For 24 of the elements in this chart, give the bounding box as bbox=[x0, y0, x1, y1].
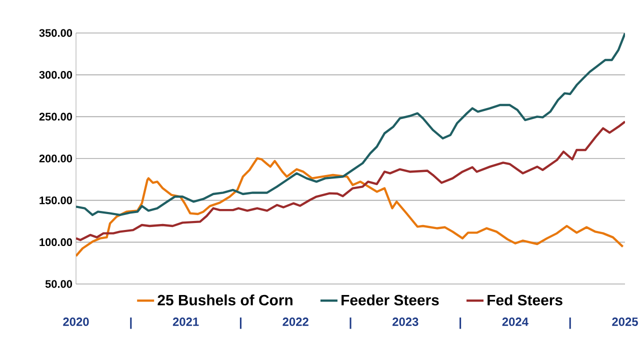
y-tick-label: 300.00 bbox=[39, 70, 72, 79]
legend-label: Fed Steers bbox=[488, 294, 562, 306]
legend-label: Feeder Steers bbox=[342, 294, 439, 306]
y-tick-label: 200.00 bbox=[39, 154, 72, 162]
line-series bbox=[76, 120, 626, 242]
x-tick-label: 2022 bbox=[282, 318, 308, 326]
x-tick-label: 2024 bbox=[502, 318, 528, 326]
y-tick-label: 150.00 bbox=[40, 196, 72, 204]
x-tick-label: | bbox=[569, 318, 571, 329]
x-tick-label: | bbox=[350, 318, 352, 329]
y-tick-label: 350.00 bbox=[39, 29, 72, 37]
line-series bbox=[76, 157, 624, 258]
x-tick-label: 2023 bbox=[392, 318, 418, 326]
x-tick-label: | bbox=[240, 318, 242, 329]
legend-label: 25 Bushels of Corn bbox=[158, 294, 292, 306]
x-tick-label: | bbox=[460, 318, 462, 329]
y-tick-label: 100.00 bbox=[40, 238, 72, 246]
x-tick-label: 2021 bbox=[172, 318, 199, 326]
x-tick-label: 2020 bbox=[63, 318, 89, 326]
x-tick-label: | bbox=[130, 318, 132, 329]
line-series bbox=[76, 33, 626, 216]
x-tick-label: 2025 bbox=[612, 318, 638, 326]
y-tick-label: 250.00 bbox=[39, 112, 72, 121]
y-tick-label: 50.00 bbox=[45, 280, 72, 288]
